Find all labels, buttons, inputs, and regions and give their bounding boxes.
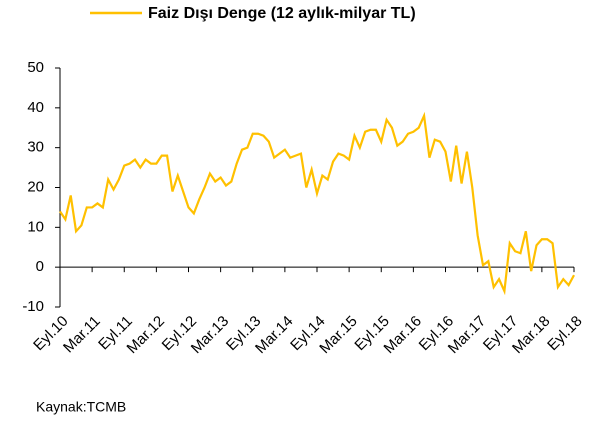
y-tick-label: 50	[27, 59, 44, 76]
y-tick-label: 30	[27, 139, 44, 156]
source-note: Kaynak:TCMB	[36, 399, 126, 415]
legend-label: Faiz Dışı Denge (12 aylık-milyar TL)	[148, 5, 416, 22]
y-tick-label: 40	[27, 99, 44, 116]
y-tick-label: 10	[27, 218, 44, 235]
y-tick-label: -10	[22, 298, 44, 315]
x-tick-label: Mar.11	[60, 313, 104, 357]
y-tick-label: 20	[27, 178, 44, 195]
series-line	[59, 111, 575, 296]
y-tick-label: 0	[36, 258, 44, 275]
x-tick-label: Eyl.18	[544, 313, 586, 355]
